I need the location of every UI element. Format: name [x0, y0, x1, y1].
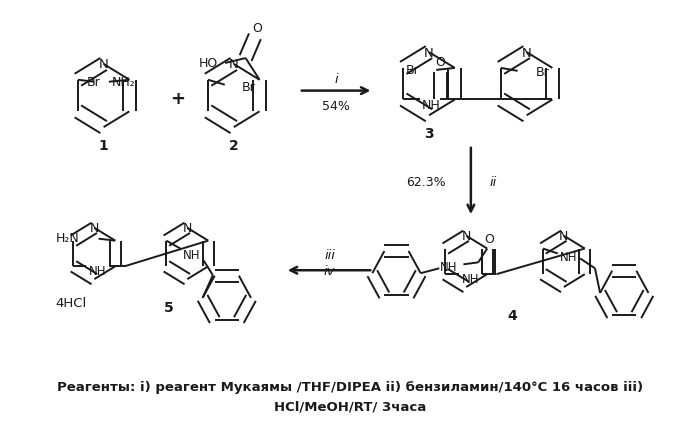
- Text: NH: NH: [89, 264, 106, 277]
- Text: N: N: [90, 222, 99, 235]
- Text: NH: NH: [422, 99, 440, 112]
- Text: H₂N: H₂N: [56, 232, 80, 245]
- Text: 4: 4: [508, 308, 517, 322]
- Text: NH: NH: [560, 250, 577, 263]
- Text: Br: Br: [88, 76, 101, 89]
- Text: Реагенты: i) реагент Мукаямы /THF/DIPEA ii) бензиламин/140°C 16 часов iii): Реагенты: i) реагент Мукаямы /THF/DIPEA …: [57, 380, 643, 393]
- Text: Br: Br: [406, 64, 419, 77]
- Text: Br: Br: [241, 81, 255, 94]
- Text: N: N: [424, 46, 434, 60]
- Text: iii: iii: [324, 248, 335, 261]
- Text: iv: iv: [324, 264, 335, 277]
- Text: 1: 1: [99, 138, 108, 153]
- Text: 3: 3: [424, 127, 434, 141]
- Text: ii: ii: [489, 176, 497, 188]
- Text: i: i: [334, 73, 338, 86]
- Text: 4HCl: 4HCl: [55, 296, 87, 310]
- Text: O: O: [252, 22, 262, 35]
- Text: N: N: [559, 230, 568, 243]
- Text: N: N: [522, 46, 531, 60]
- Text: 2: 2: [229, 138, 239, 153]
- Text: N: N: [183, 222, 192, 235]
- Text: HO: HO: [199, 58, 218, 70]
- Text: NH: NH: [440, 260, 457, 273]
- Text: N: N: [461, 230, 471, 243]
- Text: 54%: 54%: [322, 100, 350, 112]
- Text: +: +: [171, 89, 186, 107]
- Text: 5: 5: [164, 300, 174, 314]
- Text: 62.3%: 62.3%: [406, 176, 446, 188]
- Text: NH: NH: [461, 272, 479, 285]
- Text: N: N: [229, 58, 239, 71]
- Text: NH: NH: [183, 248, 200, 261]
- Text: NH₂: NH₂: [111, 76, 135, 89]
- Text: O: O: [484, 233, 494, 245]
- Text: HCl/MeOH/RT/ 3часа: HCl/MeOH/RT/ 3часа: [274, 400, 426, 413]
- Text: N: N: [99, 58, 108, 71]
- Text: O: O: [435, 56, 445, 69]
- Text: Br: Br: [536, 66, 550, 79]
